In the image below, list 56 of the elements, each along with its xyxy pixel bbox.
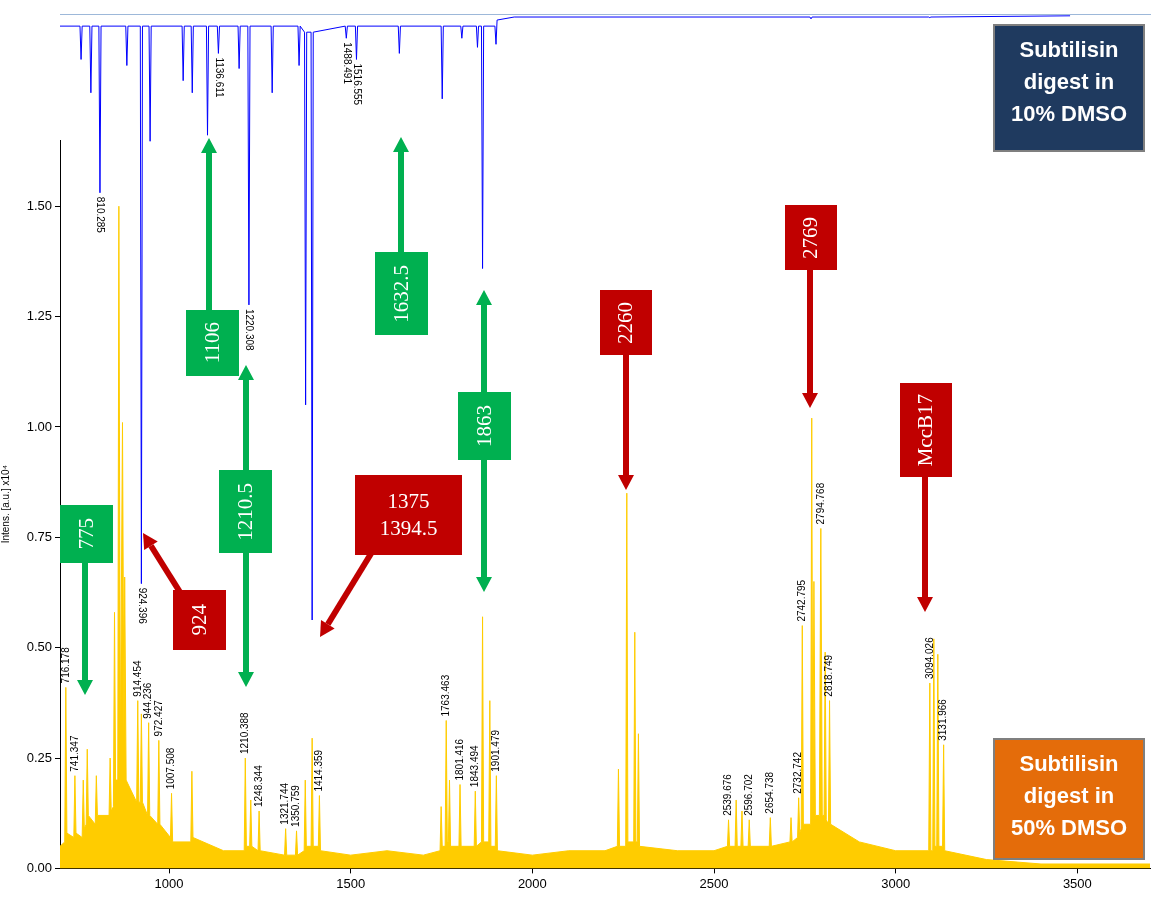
annotation: 2260	[612, 301, 639, 344]
x-tick-label: 1000	[154, 875, 184, 891]
annotation: 741.347	[68, 735, 80, 772]
annotation: 1863	[470, 405, 497, 447]
x-tick-label: 3500	[1062, 875, 1092, 891]
annotation: 1350.759	[290, 784, 302, 827]
annotation: 1210.388	[239, 711, 251, 755]
y-tick-label: 0.25	[26, 749, 52, 765]
annotation: 944.236	[142, 682, 154, 719]
annotation: 2818.749	[823, 654, 835, 697]
annotation: 1375 1394.5	[379, 487, 438, 542]
annotation: 2539.676	[722, 773, 734, 816]
annotation: 972.427	[152, 699, 164, 737]
annotation: 1516.555	[351, 63, 363, 106]
annotation: 924.396	[136, 587, 148, 625]
x-tick-label: 3000	[881, 875, 911, 891]
y-tick-label: 1.25	[26, 308, 52, 324]
annotation: 1414.359	[313, 749, 325, 792]
annotation: 1801.416	[453, 738, 465, 781]
annotation: 3131.966	[937, 698, 949, 741]
annotation: 1632.5	[387, 264, 414, 323]
x-tick-label: 2000	[517, 875, 547, 891]
annotation: Subtilisin digest in 10% DMSO	[993, 24, 1145, 152]
annotation: 810.285	[95, 196, 107, 234]
annotation: 1007.508	[165, 747, 177, 790]
annotation: 1248.344	[252, 764, 264, 808]
annotation: MccB17	[912, 393, 939, 467]
annotation: 1106	[198, 322, 225, 364]
annotation: 2654.738	[764, 771, 776, 814]
annotation: 914.454	[131, 660, 143, 697]
annotation: 3094.026	[923, 636, 935, 679]
annotation: 2596.702	[742, 773, 754, 816]
y-tick-label: 1.50	[26, 197, 52, 213]
annotation: 1321.744	[279, 782, 291, 825]
x-tick-label: 1500	[336, 875, 366, 891]
y-tick-label: 0.50	[26, 639, 52, 655]
annotation: 1210.5	[231, 482, 258, 541]
annotation: 1763.463	[439, 674, 451, 717]
annotation: 2742.795	[796, 579, 808, 622]
annotation: 1136.611	[213, 57, 225, 99]
annotation: 1220.308	[244, 308, 256, 352]
annotation: 2732.742	[792, 751, 804, 794]
annotation: 1488.491	[341, 42, 353, 85]
y-tick-label: 0.75	[26, 528, 52, 544]
annotation: Subtilisin digest in 50% DMSO	[993, 738, 1145, 860]
annotation: 716.178	[59, 646, 71, 684]
annotation: 2794.768	[814, 482, 826, 525]
x-tick-label: 2500	[699, 875, 729, 891]
y-axis-title: Intens. [a.u.] x10⁴	[0, 465, 11, 544]
annotation: 1843.494	[469, 745, 481, 788]
annotation: 775	[72, 518, 99, 550]
annotation: 1901.479	[490, 729, 502, 772]
y-tick-label: 1.00	[26, 418, 52, 434]
annotation: 2769	[797, 216, 824, 259]
y-tick-label: 0.00	[26, 859, 52, 875]
annotation: 924	[185, 604, 212, 636]
